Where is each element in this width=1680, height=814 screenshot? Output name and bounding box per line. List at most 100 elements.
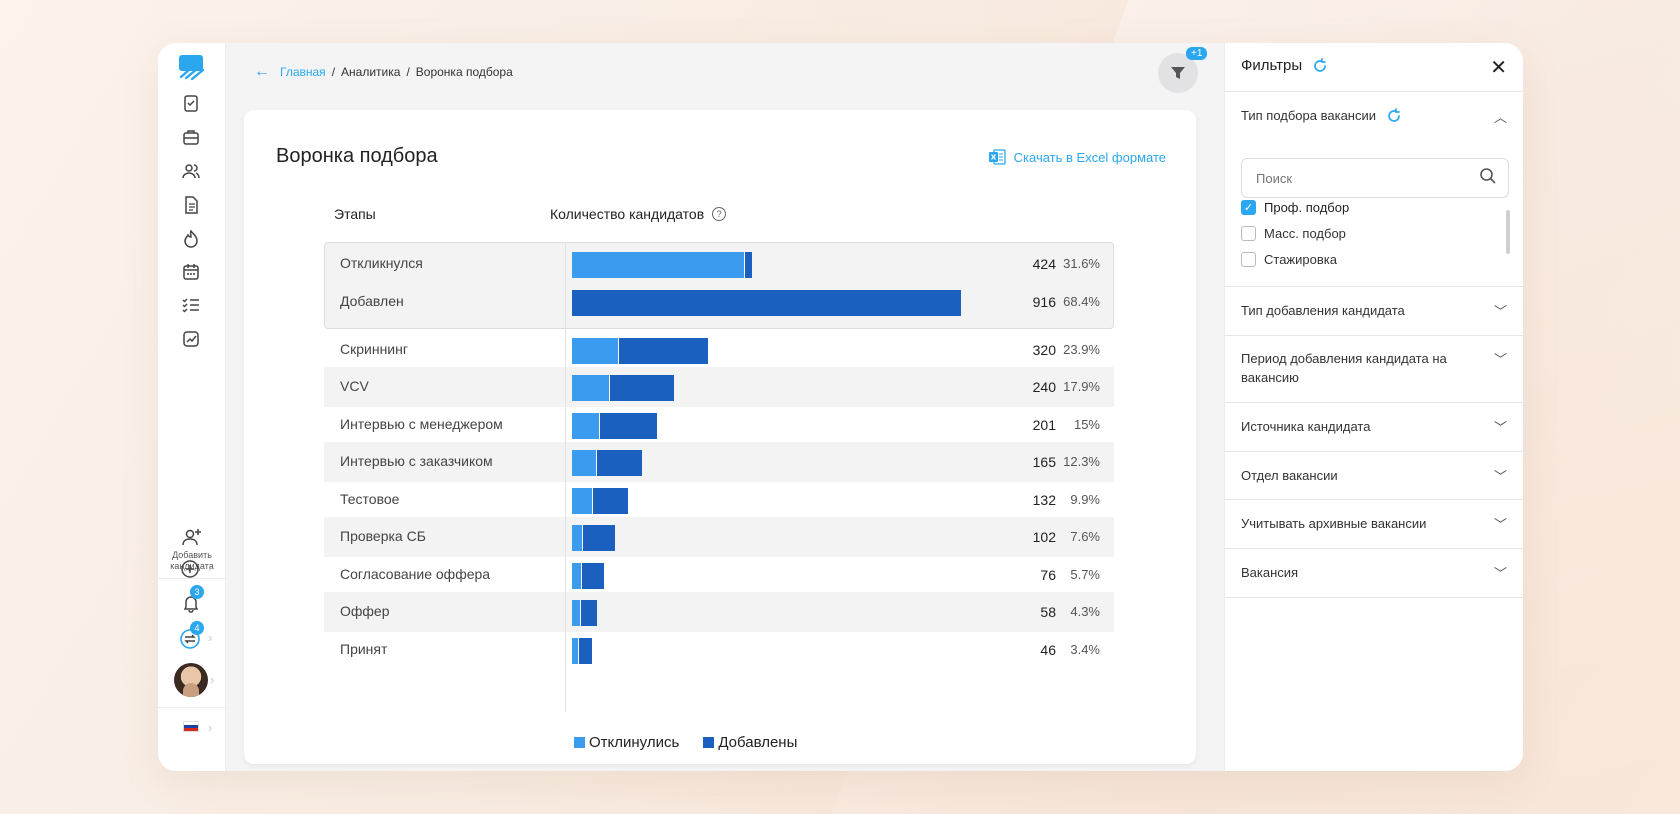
filter-section-vacancy-type[interactable]: Тип подбора вакансии — [1241, 106, 1402, 125]
calendar-icon[interactable] — [180, 261, 202, 283]
chevron-up-icon[interactable]: ︿ — [1493, 110, 1507, 125]
option-label: Проф. подбор — [1264, 200, 1350, 215]
stage-percent: 15% — [1073, 417, 1100, 432]
close-icon[interactable]: ✕ — [1490, 57, 1507, 79]
stage-count: 424 — [1032, 256, 1056, 272]
chevron-down-icon[interactable]: ﹀ — [1493, 304, 1507, 319]
stage-label: Оффер — [340, 603, 390, 619]
filters-title: Фильтры — [1241, 57, 1303, 74]
reset-icon[interactable] — [1386, 107, 1402, 124]
filter-section-label: Тип добавления кандидата — [1241, 303, 1405, 318]
option-label: Стажировка — [1264, 252, 1337, 267]
notifications-button[interactable]: 3 — [158, 585, 226, 621]
stage-percent: 4.3% — [1070, 604, 1100, 619]
help-icon[interactable]: ? — [712, 207, 727, 221]
filters-header: Фильтры — [1241, 57, 1328, 74]
breadcrumb-analytics[interactable]: Аналитика — [341, 65, 401, 79]
reset-icon[interactable] — [1312, 57, 1328, 74]
flame-icon[interactable] — [180, 228, 202, 250]
add-user-icon — [158, 526, 226, 548]
panel-divider — [1225, 548, 1523, 549]
breadcrumb-separator: / — [406, 65, 410, 79]
stages-header-label: Этапы — [334, 206, 376, 222]
bar-segment-responded — [572, 450, 596, 476]
bar-segment-added — [580, 600, 597, 626]
search-icon[interactable] — [1479, 167, 1497, 185]
chevron-down-icon[interactable]: ﹀ — [1493, 352, 1507, 367]
funnel-row: VCV 240 17.9% — [324, 367, 1114, 407]
option-mass-recruitment[interactable]: Масс. подбор — [1241, 226, 1346, 241]
count-header-label: Количество кандидатов — [550, 206, 705, 222]
breadcrumb-home[interactable]: Главная — [280, 65, 326, 79]
stage-label: Согласование оффера — [340, 566, 491, 582]
add-candidate-button[interactable]: Добавить кандидата — [158, 526, 226, 572]
funnel-row: Добавлен 916 68.4% — [324, 282, 1114, 322]
plus-circle-icon — [180, 559, 200, 584]
stage-count: 201 — [1032, 417, 1056, 433]
bar-segment-added — [572, 290, 961, 316]
analytics-icon[interactable] — [180, 328, 202, 350]
add-candidate-label: Добавить кандидата — [170, 550, 214, 571]
filter-section-vacancy[interactable]: Вакансия — [1241, 563, 1298, 582]
stage-bar — [572, 338, 708, 364]
bar-segment-responded — [572, 638, 578, 664]
chevron-down-icon[interactable]: ﹀ — [1493, 469, 1507, 484]
user-profile-button[interactable]: › — [158, 659, 226, 703]
bar-segment-added — [577, 638, 592, 664]
app-logo[interactable] — [177, 53, 205, 81]
stage-count: 132 — [1032, 492, 1056, 508]
bar-segment-added — [617, 338, 708, 364]
stage-bar — [572, 563, 605, 589]
checkbox[interactable] — [1241, 252, 1256, 267]
notifications-badge: 3 — [190, 585, 204, 599]
russia-flag-icon — [183, 721, 199, 732]
option-prof-recruitment[interactable]: ✓ Проф. подбор — [1241, 200, 1349, 215]
create-menu[interactable]: › — [158, 551, 226, 587]
sync-button[interactable]: 4 › — [158, 621, 226, 657]
stage-percent: 7.6% — [1070, 529, 1100, 544]
document-icon[interactable] — [180, 194, 202, 216]
chevron-down-icon[interactable]: ﹀ — [1493, 517, 1507, 532]
count-column-header: Количество кандидатов ? — [550, 206, 727, 222]
filter-section-archived[interactable]: Учитывать архивные вакансии — [1241, 514, 1426, 533]
stage-bar — [572, 413, 658, 439]
legend-label: Добавлены — [718, 734, 798, 751]
checklist-icon[interactable] — [180, 294, 202, 316]
stage-bar — [572, 290, 961, 316]
filter-section-label: Период добавления кандидата на вакансию — [1241, 351, 1447, 385]
filter-section-department[interactable]: Отдел вакансии — [1241, 466, 1338, 485]
filter-search-input[interactable] — [1241, 158, 1509, 198]
filter-section-add-type[interactable]: Тип добавления кандидата — [1241, 301, 1405, 320]
legend-swatch — [703, 737, 715, 748]
option-internship[interactable]: Стажировка — [1241, 252, 1337, 267]
filter-section-source[interactable]: Источника кандидата — [1241, 417, 1370, 436]
funnel-row: Проверка СБ 102 7.6% — [324, 517, 1114, 557]
back-arrow-icon[interactable]: ← — [254, 63, 270, 80]
stage-bar — [572, 638, 592, 664]
bar-segment-responded — [572, 252, 745, 278]
chevron-down-icon[interactable]: ﹀ — [1493, 566, 1507, 581]
panel-divider — [1225, 451, 1523, 452]
breadcrumb-separator: / — [331, 65, 336, 79]
stage-label: Проверка СБ — [340, 528, 426, 544]
funnel-row: Тестовое 132 9.9% — [324, 480, 1114, 520]
bar-segment-responded — [572, 600, 581, 626]
checkbox[interactable] — [1241, 226, 1256, 241]
filter-section-add-period[interactable]: Период добавления кандидата на вакансию — [1241, 349, 1471, 387]
stage-percent: 12.3% — [1063, 454, 1100, 469]
chevron-down-icon[interactable]: ﹀ — [1493, 420, 1507, 435]
chart-divider — [565, 242, 566, 712]
clipboard-icon[interactable] — [180, 92, 202, 114]
language-button[interactable]: › — [158, 711, 226, 747]
stage-percent: 5.7% — [1070, 567, 1100, 582]
excel-download-link[interactable]: Скачать в Excel формате — [988, 149, 1166, 165]
stage-label: Откликнулся — [340, 255, 423, 271]
checkbox-checked[interactable]: ✓ — [1241, 200, 1256, 215]
briefcase-icon[interactable] — [180, 126, 202, 148]
main-content: ← Главная / Аналитика / Воронка подбора … — [226, 43, 1208, 771]
panel-divider — [1225, 91, 1523, 92]
users-icon[interactable] — [180, 160, 202, 182]
options-scrollbar[interactable] — [1506, 210, 1510, 254]
chevron-right-icon: › — [208, 560, 213, 575]
panel-divider — [1225, 335, 1523, 336]
